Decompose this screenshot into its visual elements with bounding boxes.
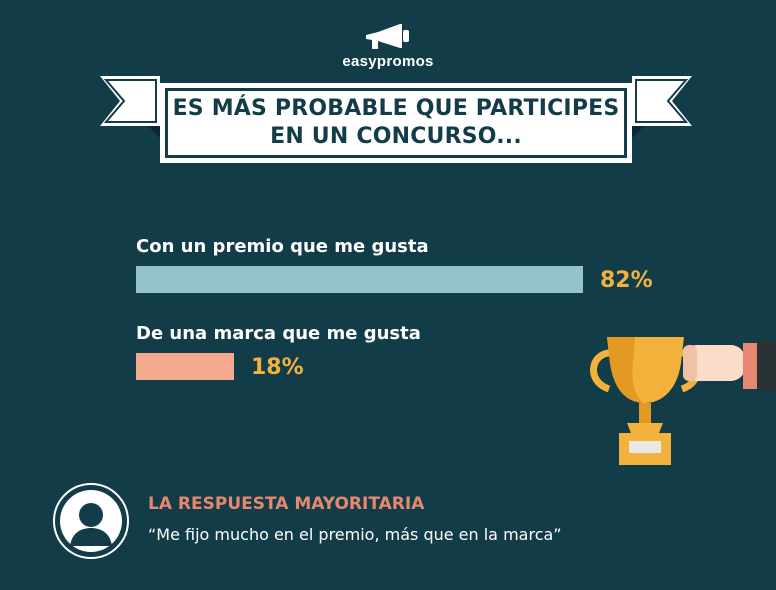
answer-quote: “Me fijo mucho en el premio, más que en … [148, 525, 562, 544]
title-box: ES MÁS PROBABLE QUE PARTICIPES EN UN CON… [160, 83, 632, 163]
bar-value-premio: 82% [600, 268, 653, 293]
title-ribbon [100, 76, 692, 138]
title-line-1: ES MÁS PROBABLE QUE PARTICIPES [172, 96, 620, 121]
person-avatar-icon [53, 483, 129, 559]
megaphone-icon [366, 24, 409, 49]
brand-logo: easypromos [0, 22, 776, 70]
title-line-2: EN UN CONCURSO... [270, 124, 522, 149]
bar-premio [136, 266, 583, 293]
answer-heading: LA RESPUESTA MAYORITARIA [148, 494, 425, 514]
bar-label-premio: Con un premio que me gusta [136, 236, 429, 257]
trophy-hand-icon [590, 337, 776, 465]
bar-label-marca: De una marca que me gusta [136, 323, 421, 344]
bar-marca [136, 353, 234, 380]
brand-name: easypromos [342, 53, 434, 70]
bar-value-marca: 18% [251, 355, 304, 380]
